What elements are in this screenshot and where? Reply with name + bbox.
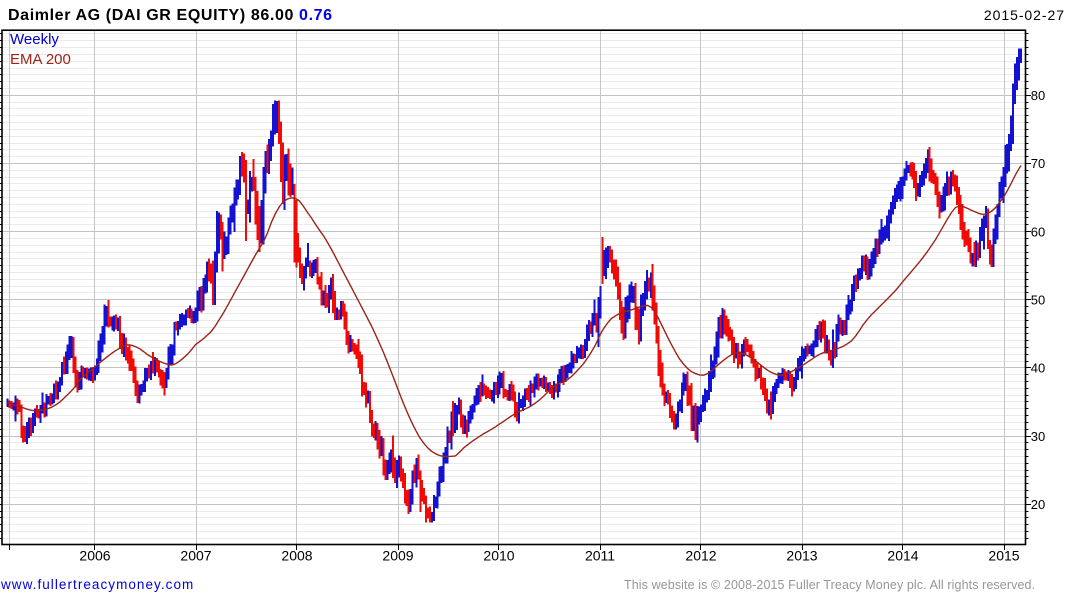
svg-text:2014: 2014 bbox=[887, 548, 918, 564]
svg-text:70: 70 bbox=[1031, 156, 1045, 171]
svg-text:50: 50 bbox=[1031, 292, 1045, 307]
svg-text:2008: 2008 bbox=[281, 548, 312, 564]
svg-text:30: 30 bbox=[1031, 429, 1045, 444]
svg-text:2012: 2012 bbox=[685, 548, 716, 564]
svg-text:40: 40 bbox=[1031, 361, 1045, 376]
svg-text:2006: 2006 bbox=[79, 548, 110, 564]
svg-text:2011: 2011 bbox=[585, 548, 615, 564]
svg-text:2013: 2013 bbox=[786, 548, 817, 564]
svg-text:2007: 2007 bbox=[180, 548, 211, 564]
svg-text:2010: 2010 bbox=[483, 548, 514, 564]
svg-text:2015: 2015 bbox=[988, 548, 1019, 564]
svg-text:60: 60 bbox=[1031, 224, 1045, 239]
svg-text:2009: 2009 bbox=[382, 548, 413, 564]
svg-text:20: 20 bbox=[1031, 497, 1045, 512]
svg-text:80: 80 bbox=[1031, 88, 1045, 103]
